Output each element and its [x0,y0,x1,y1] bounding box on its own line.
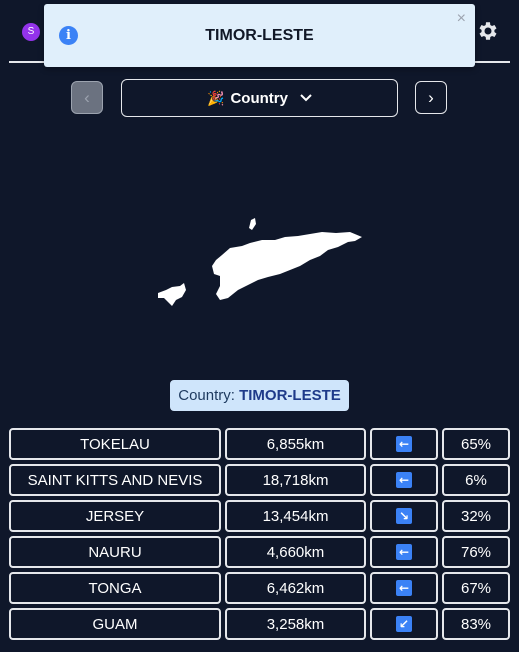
avatar[interactable]: S [22,23,40,41]
info-icon: i [59,26,78,45]
guess-row: JERSEY 13,454km ↘ 32% [9,500,510,532]
guess-direction: ↘ [370,500,438,532]
guess-proximity: 76% [442,536,510,568]
answer-prefix: Country: [178,387,240,404]
game-mode-select[interactable]: 🎉 Country [121,79,398,117]
arrow-down-left-icon: ↙ [396,616,412,632]
guess-distance: 3,258km [225,608,366,640]
guess-country: JERSEY [9,500,221,532]
guess-row: GUAM 3,258km ↙ 83% [9,608,510,640]
guess-row: TOKELAU 6,855km ← 65% [9,428,510,460]
guess-row: NAURU 4,660km ← 76% [9,536,510,568]
answer-name: TIMOR-LESTE [239,387,341,404]
guess-proximity: 67% [442,572,510,604]
guess-distance: 13,454km [225,500,366,532]
chevron-left-icon: ‹ [84,87,90,107]
guess-distance: 4,660km [225,536,366,568]
guess-direction: ← [370,536,438,568]
answer-label: Country: TIMOR-LESTE [170,380,349,411]
guess-proximity: 65% [442,428,510,460]
chevron-right-icon: › [428,87,434,107]
guess-direction: ← [370,464,438,496]
arrow-left-icon: ← [396,544,412,560]
arrow-left-icon: ← [396,580,412,596]
guess-distance: 6,462km [225,572,366,604]
guess-country: TONGA [9,572,221,604]
chevron-down-icon [300,94,312,102]
guess-distance: 18,718km [225,464,366,496]
guess-country: SAINT KITTS AND NEVIS [9,464,221,496]
gear-icon[interactable] [476,19,500,43]
game-mode-label: Country [230,89,288,107]
guess-country: NAURU [9,536,221,568]
guess-row: SAINT KITTS AND NEVIS 18,718km ← 6% [9,464,510,496]
party-popper-icon: 🎉 [207,89,225,106]
previous-button[interactable]: ‹ [71,81,103,114]
toast-title: TIMOR-LESTE [205,27,314,44]
guess-table: TOKELAU 6,855km ← 65% SAINT KITTS AND NEVIS 1… [9,428,510,644]
guess-proximity: 6% [442,464,510,496]
guess-distance: 6,855km [225,428,366,460]
guess-proximity: 32% [442,500,510,532]
answer-toast: i TIMOR-LESTE × [44,4,475,67]
guess-direction: ← [370,572,438,604]
guess-proximity: 83% [442,608,510,640]
guess-country: GUAM [9,608,221,640]
next-button[interactable]: › [415,81,447,114]
guess-row: TONGA 6,462km ← 67% [9,572,510,604]
arrow-left-icon: ← [396,436,412,452]
country-silhouette [158,218,362,306]
arrow-left-icon: ← [396,472,412,488]
arrow-down-right-icon: ↘ [396,508,412,524]
guess-country: TOKELAU [9,428,221,460]
guess-direction: ↙ [370,608,438,640]
guess-direction: ← [370,428,438,460]
close-icon[interactable]: × [456,10,466,27]
